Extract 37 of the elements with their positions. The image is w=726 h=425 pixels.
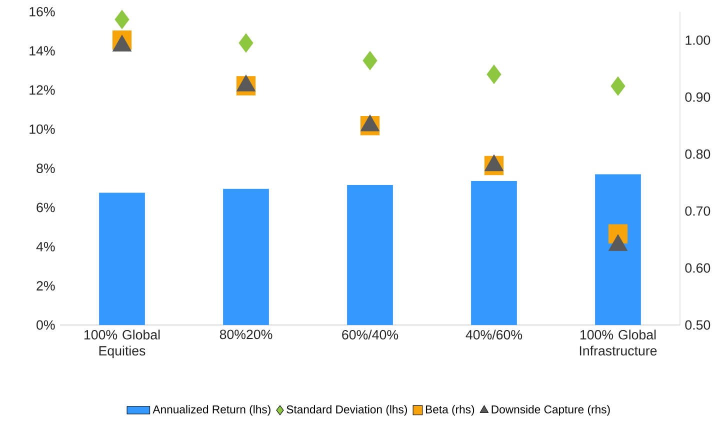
- legend-label: Annualized Return (lhs): [152, 405, 270, 416]
- bar: [99, 192, 145, 325]
- y-tick-label: 2%: [36, 281, 55, 291]
- legend-label: Standard Deviation (lhs): [286, 405, 407, 416]
- y2-tick-label: 0.90: [685, 92, 710, 102]
- bar: [223, 188, 269, 325]
- y-tick-label: 4%: [36, 242, 55, 252]
- x-tick-label: 100% Global Equities: [84, 330, 160, 358]
- y2-tick-label: 0.80: [685, 149, 710, 159]
- point: [610, 76, 626, 96]
- y-tick-label: 0%: [36, 320, 55, 330]
- y-tick-label: 10%: [30, 124, 55, 134]
- point: [608, 234, 628, 251]
- point: [238, 33, 254, 53]
- y2-tick-label: 0.50: [685, 320, 710, 330]
- y-tick-label: 16%: [30, 6, 55, 16]
- y2-tick-label: 0.70: [685, 206, 710, 216]
- x-tick-label: 80%20%: [220, 330, 272, 340]
- y-tick-label: 12%: [30, 85, 55, 95]
- x-tick-label: 40%/60%: [466, 330, 522, 340]
- y2-tick-label: 1.00: [686, 35, 710, 45]
- y-tick-label: 14%: [30, 46, 55, 56]
- point: [114, 10, 130, 30]
- legend-label: Beta (rhs): [426, 405, 474, 416]
- y-tick-label: 8%: [36, 164, 55, 174]
- bar: [595, 174, 641, 325]
- x-tick-label: 100% Global Infrastructure: [580, 330, 657, 356]
- point: [486, 64, 502, 84]
- y2-tick-label: 0.60: [685, 263, 710, 273]
- point: [362, 51, 378, 70]
- bar: [471, 181, 517, 325]
- x-tick-label: 60%/40%: [342, 330, 398, 340]
- point: [484, 154, 504, 172]
- point: [360, 114, 380, 132]
- legend-label: Downside Capture (rhs): [492, 405, 610, 416]
- bar: [347, 184, 393, 325]
- y-tick-label: 6%: [36, 202, 55, 212]
